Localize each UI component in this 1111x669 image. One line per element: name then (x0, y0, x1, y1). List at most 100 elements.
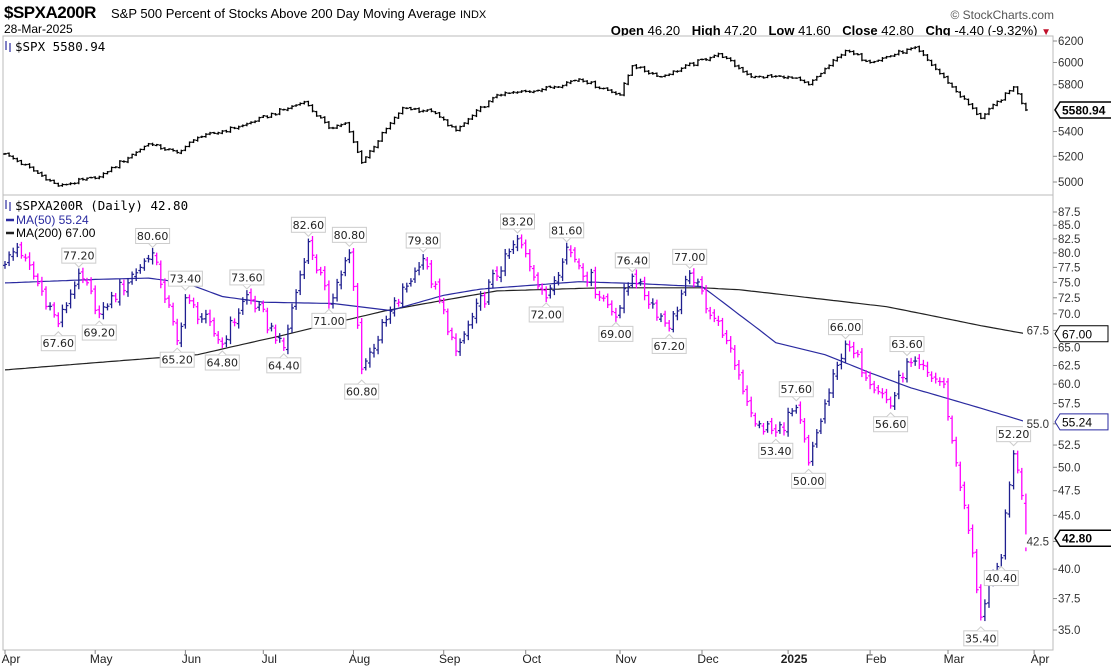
annotation-text: 80.60 (137, 230, 169, 243)
high-label: High (691, 23, 721, 38)
annotation-text: 64.80 (207, 357, 239, 370)
breadth-axis-label: 87.5 (1058, 207, 1080, 219)
annotation-label: 56.60 (873, 412, 909, 433)
breadth-axis-label: 77.5 (1058, 262, 1080, 274)
annotation-label: 66.00 (828, 319, 863, 340)
chart-description: S&P 500 Percent of Stocks Above 200 Day … (111, 6, 486, 21)
annotation-pointer (976, 626, 986, 632)
annotation-pointer (771, 438, 781, 444)
breadth-axis-label: 42.5 (1027, 536, 1049, 548)
x-axis-label: Jun (182, 652, 201, 666)
annotation-text: 83.20 (502, 215, 534, 228)
annotation-pointer (418, 247, 428, 253)
annotation-box (614, 252, 650, 269)
spx-bars (3, 45, 1028, 187)
annotation-pointer (886, 412, 895, 418)
x-axis-label: Mar (944, 652, 965, 666)
annotation-label: 83.20 (500, 213, 535, 234)
annotation-label: 35.40 (963, 626, 999, 647)
close-last-tag: 42.80 (1054, 529, 1111, 547)
ma200-legend: MA(200) 67.00 (16, 226, 96, 240)
annotation-label: 77.00 (672, 248, 708, 270)
annotation-text: 69.00 (600, 328, 632, 341)
breadth-axis-label: 82.5 (1058, 234, 1080, 246)
breadth-axis-label: 55.0 (1027, 419, 1049, 431)
annotation-text: 73.40 (170, 273, 202, 286)
annotation-pointer (791, 396, 801, 402)
annotation-text: 72.00 (530, 308, 562, 321)
open-label: Open (610, 23, 644, 38)
annotation-label: 52.20 (996, 426, 1032, 447)
ohlc-bars-icon (5, 200, 11, 211)
annotation-text: 35.40 (965, 632, 997, 645)
annotation-label: 57.60 (778, 381, 814, 402)
annotation-label: 80.80 (331, 226, 367, 248)
spx-last-tag: 5580.94 (1054, 101, 1111, 119)
annotation-pointer (304, 231, 313, 237)
annotation-label: 80.60 (135, 227, 171, 249)
breadth-axis-label-inside: 55.0 (1023, 416, 1050, 431)
annotation-text: 77.00 (674, 251, 706, 264)
copyright: © StockCharts.com (950, 8, 1054, 22)
annotation-pointer (94, 320, 104, 326)
price-axis-label: 5200 (1058, 151, 1084, 163)
breadth-axis-label: 57.5 (1058, 399, 1080, 411)
annotation-text: 56.60 (875, 418, 907, 431)
breadth-axis-label: 67.5 (1027, 325, 1049, 337)
annotation-label: 72.00 (528, 302, 564, 323)
close-value: 42.80 (881, 23, 914, 38)
annotation-text: 65.20 (161, 354, 193, 367)
chg-value: -4.40 (-9.32%) (954, 23, 1038, 38)
breadth-axis-label: 47.5 (1058, 486, 1080, 498)
spx-last-tag-text: 5580.94 (1062, 103, 1106, 117)
chart-date: 28-Mar-2025 (4, 22, 73, 36)
annotation-label: 60.80 (344, 379, 380, 400)
annotation-pointer (996, 565, 1006, 571)
breadth-axis-label: 50.0 (1058, 462, 1080, 474)
annotation-text: 40.40 (986, 572, 1018, 585)
annotation-label: 67.60 (40, 331, 76, 352)
annotation-text: 81.60 (551, 224, 583, 237)
breadth-axis-label-inside: 67.5 (1023, 323, 1050, 337)
price-panel (2, 35, 1054, 196)
annotation-label: 67.20 (651, 333, 687, 354)
annotation-label: 63.60 (889, 336, 925, 357)
ma50-legend: MA(50) 55.24 (16, 213, 89, 227)
breadth-legend: $SPXA200R (Daily) 42.80 (15, 198, 188, 213)
annotation-text: 52.20 (998, 428, 1030, 441)
high-value: 47.20 (724, 23, 757, 38)
price-axis-label: 5400 (1058, 127, 1084, 139)
breadth-axis-label: 85.0 (1058, 220, 1080, 232)
annotation-pointer (148, 243, 157, 249)
x-axis-label: Aug (349, 652, 370, 666)
close-last-tag-text: 42.80 (1062, 532, 1092, 546)
annotation-pointer (513, 228, 522, 234)
breadth-axis-label: 70.0 (1058, 309, 1080, 321)
annotation-text: 64.40 (268, 359, 300, 372)
breadth-bars (3, 234, 1028, 622)
price-axis-label: 5000 (1058, 177, 1084, 189)
x-axis-label: Dec (697, 652, 718, 666)
annotation-label: 69.20 (81, 320, 117, 341)
annotation-label: 73.40 (167, 270, 203, 291)
annotation-label: 82.60 (290, 216, 326, 237)
annotation-pointer (242, 284, 252, 290)
annotation-pointer (804, 468, 813, 474)
annotation-pointer (1009, 441, 1018, 447)
price-axis-label: 5800 (1058, 80, 1084, 92)
ma200-last-tag: 67.00 (1054, 325, 1109, 343)
breadth-axis-label: 80.0 (1058, 248, 1080, 260)
chart-symbol: $SPXA200R (4, 3, 96, 22)
chg-label: Chg (925, 23, 951, 38)
breadth-axis-label: 65.0 (1058, 343, 1080, 355)
ma200-last-tag-text: 67.00 (1062, 327, 1092, 341)
axis-label-backdrop (1023, 416, 1050, 430)
annotation-pointer (279, 353, 289, 359)
x-axis-label: Apr (1031, 652, 1050, 666)
ma200-last-tag-box (1054, 325, 1109, 343)
ohlc-readout: Open 46.20 High 47.20 Low 41.60 Close 42… (611, 23, 1051, 38)
x-axis-label: Oct (522, 652, 541, 666)
annotation-text: 60.80 (346, 386, 378, 399)
x-axis-label: 2025 (781, 652, 808, 666)
